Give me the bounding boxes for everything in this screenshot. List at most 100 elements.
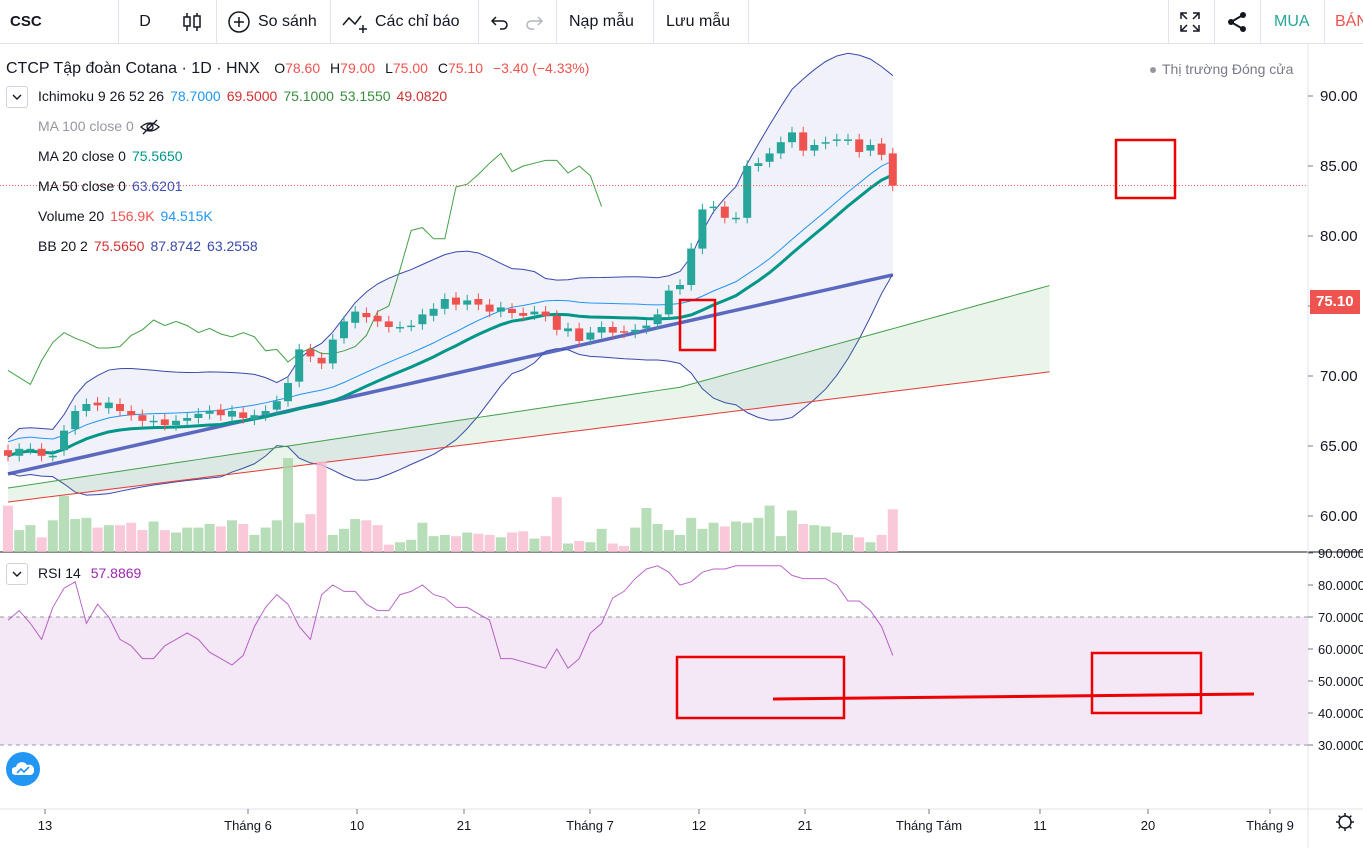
indicator-legend-row[interactable]: MA 20 close 0 75.5650 xyxy=(38,148,189,164)
candle-body[interactable] xyxy=(71,411,80,430)
candle-body[interactable] xyxy=(228,411,236,417)
candle-body[interactable] xyxy=(328,339,337,364)
candle-body[interactable] xyxy=(149,420,158,423)
chart-type-button[interactable] xyxy=(180,0,204,43)
candle-body[interactable] xyxy=(284,383,292,402)
tradingview-logo[interactable] xyxy=(6,752,40,786)
fullscreen-button[interactable] xyxy=(1178,0,1202,43)
save-template-button[interactable]: Lưu mẫu xyxy=(666,0,730,43)
candle-body[interactable] xyxy=(37,448,46,456)
interval-button[interactable]: D xyxy=(136,0,154,43)
candle-body[interactable] xyxy=(474,299,483,305)
annotation-box[interactable] xyxy=(675,655,846,720)
indicator-legend-row[interactable]: BB 20 2 75.5650 87.8742 63.2558 xyxy=(38,238,264,254)
candle-body[interactable] xyxy=(642,325,651,329)
load-template-button[interactable]: Nạp mẫu xyxy=(569,0,634,43)
candle-body[interactable] xyxy=(496,307,505,312)
candle-body[interactable] xyxy=(754,163,763,166)
candle-body[interactable] xyxy=(127,411,136,416)
candle-body[interactable] xyxy=(384,321,393,327)
candle-body[interactable] xyxy=(832,139,841,141)
candle-body[interactable] xyxy=(93,402,102,406)
candle-body[interactable] xyxy=(216,409,225,416)
compare-button[interactable]: So sánh xyxy=(227,0,317,43)
candle-body[interactable] xyxy=(60,430,68,451)
candle-body[interactable] xyxy=(743,166,752,218)
annotation-box[interactable] xyxy=(1090,651,1203,715)
candle-body[interactable] xyxy=(183,418,192,421)
candle-body[interactable] xyxy=(15,448,24,456)
candle-body[interactable] xyxy=(373,315,382,322)
candle-body[interactable] xyxy=(519,313,528,316)
candle-body[interactable] xyxy=(104,402,113,409)
share-button[interactable] xyxy=(1225,0,1249,43)
eye-hidden-icon[interactable] xyxy=(139,119,160,135)
candle-body[interactable] xyxy=(351,311,360,323)
candle-body[interactable] xyxy=(418,314,427,325)
candle-body[interactable] xyxy=(82,404,91,411)
candle-body[interactable] xyxy=(172,420,180,425)
legend-collapse-button[interactable] xyxy=(6,86,28,108)
candle-body[interactable] xyxy=(340,321,348,339)
candle-body[interactable] xyxy=(552,315,561,330)
candle-body[interactable] xyxy=(732,217,740,220)
candle-body[interactable] xyxy=(586,332,595,340)
indicator-legend-row[interactable]: Volume 20 156.9K 94.515K xyxy=(38,208,219,224)
candle-body[interactable] xyxy=(575,328,584,341)
candle-body[interactable] xyxy=(620,331,628,333)
candle-body[interactable] xyxy=(564,328,572,332)
candle-body[interactable] xyxy=(653,314,662,325)
candle-body[interactable] xyxy=(138,415,147,421)
candle-body[interactable] xyxy=(676,285,684,290)
candle-body[interactable] xyxy=(844,139,852,141)
candle-body[interactable] xyxy=(26,448,35,451)
chart-area[interactable]: 90.00 85.00 80.00 75.00 70.00 65.00 60.00 90.00… xyxy=(0,44,1363,848)
candle-body[interactable] xyxy=(687,248,696,285)
candle-body[interactable] xyxy=(452,297,460,305)
indicator-legend-row[interactable]: MA 50 close 0 63.6201 xyxy=(38,178,189,194)
candle-body[interactable] xyxy=(407,325,416,328)
settings-gear-icon[interactable] xyxy=(1336,813,1354,831)
candle-body[interactable] xyxy=(48,455,57,458)
candle-body[interactable] xyxy=(317,357,326,364)
candle-body[interactable] xyxy=(530,311,539,315)
buy-button[interactable]: MUA xyxy=(1274,0,1310,43)
candle-body[interactable] xyxy=(239,412,248,418)
redo-button[interactable] xyxy=(524,0,544,43)
candle-body[interactable] xyxy=(160,419,169,425)
candle-body[interactable] xyxy=(440,299,449,309)
annotation-box[interactable] xyxy=(678,298,717,352)
annotation-box[interactable] xyxy=(1114,138,1177,200)
candle-body[interactable] xyxy=(855,139,864,152)
candle-body[interactable] xyxy=(720,206,729,218)
candle-body[interactable] xyxy=(776,142,785,154)
candle-body[interactable] xyxy=(765,153,774,162)
indicator-legend-row[interactable]: MA 100 close 0 xyxy=(38,118,160,135)
candle-body[interactable] xyxy=(205,411,214,414)
indicator-legend-row[interactable]: Ichimoku 9 26 52 26 78.7000 69.5000 75.1000… xyxy=(38,88,453,104)
candle-body[interactable] xyxy=(485,304,494,312)
indicators-button[interactable]: Các chỉ báo xyxy=(341,0,460,43)
annotation-trend-line[interactable] xyxy=(772,692,1255,701)
candle-body[interactable] xyxy=(295,349,304,382)
candle-body[interactable] xyxy=(4,450,12,456)
candle-body[interactable] xyxy=(608,327,617,333)
candle-body[interactable] xyxy=(866,145,875,151)
candle-body[interactable] xyxy=(709,206,718,209)
candle-body[interactable] xyxy=(362,313,371,318)
candle-body[interactable] xyxy=(877,143,886,155)
rsi-collapse-button[interactable] xyxy=(6,563,28,585)
candle-body[interactable] xyxy=(116,404,124,411)
sell-button[interactable]: BÁN xyxy=(1335,0,1363,43)
chart-canvas[interactable]: 90.00 85.00 80.00 75.00 70.00 65.00 60.00 90.00… xyxy=(0,44,1363,848)
candle-body[interactable] xyxy=(888,153,897,186)
candle-body[interactable] xyxy=(664,290,673,315)
candle-body[interactable] xyxy=(799,132,808,151)
candle-body[interactable] xyxy=(788,132,796,143)
candle-body[interactable] xyxy=(821,142,830,144)
candle-body[interactable] xyxy=(508,308,516,313)
candle-body[interactable] xyxy=(194,413,203,418)
symbol-search[interactable]: CSC xyxy=(10,0,42,43)
candle-body[interactable] xyxy=(250,415,259,420)
candle-body[interactable] xyxy=(698,209,707,249)
